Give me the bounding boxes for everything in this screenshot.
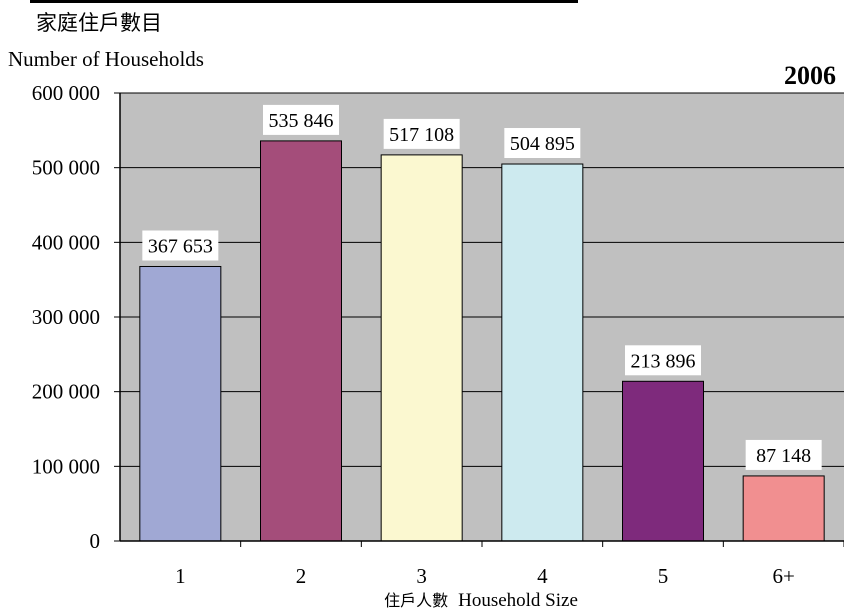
data-label-box bbox=[625, 345, 701, 376]
x-axis-title-zh: 住戶人數 bbox=[384, 591, 448, 610]
chart-title-zh: 家庭住戶數目 bbox=[36, 11, 162, 35]
x-tick-labels: 1 2 3 4 5 6+ bbox=[175, 564, 795, 588]
x-tick-label: 3 bbox=[416, 564, 427, 588]
bar bbox=[260, 140, 342, 542]
data-label: 517 108 bbox=[389, 124, 454, 146]
y-tick-labels: 0 100 000 200 000 300 000 400 000 500 000 600 … bbox=[32, 81, 100, 553]
bar bbox=[380, 154, 463, 542]
data-label-box bbox=[383, 118, 460, 149]
bar bbox=[622, 380, 704, 542]
top-rule bbox=[30, 0, 578, 3]
data-label-box bbox=[504, 128, 581, 159]
bar bbox=[742, 475, 825, 542]
x-tick-label: 4 bbox=[537, 564, 548, 588]
bars bbox=[139, 140, 825, 542]
y-tick-label: 400 000 bbox=[32, 230, 100, 254]
y-axis-title: Number of Households bbox=[8, 47, 204, 71]
year-label: 2006 bbox=[784, 61, 836, 90]
bar bbox=[501, 163, 584, 542]
data-label: 535 846 bbox=[269, 110, 334, 132]
data-label-box bbox=[142, 230, 219, 261]
x-tick-label: 1 bbox=[175, 564, 186, 588]
data-labels: 367 653 535 846 517 108 504 895 213 896 87 14… bbox=[142, 104, 822, 470]
y-tick-label: 600 000 bbox=[32, 81, 100, 105]
data-label: 367 653 bbox=[148, 235, 213, 257]
data-label: 87 148 bbox=[756, 445, 811, 467]
x-tick-label: 2 bbox=[296, 564, 307, 588]
y-tick-label: 100 000 bbox=[32, 454, 100, 478]
x-axis-title-en: Household Size bbox=[458, 590, 578, 610]
data-label-box bbox=[745, 439, 822, 470]
y-tick-label: 500 000 bbox=[32, 156, 100, 180]
x-axis-title: 住戶人數 Household Size bbox=[384, 590, 578, 610]
data-label: 213 896 bbox=[631, 350, 696, 372]
bar bbox=[139, 265, 222, 542]
y-tick-label: 300 000 bbox=[32, 305, 100, 329]
data-label: 504 895 bbox=[510, 133, 575, 155]
x-tick-label: 6+ bbox=[772, 564, 794, 588]
data-label-box bbox=[263, 104, 339, 135]
y-tick-label: 0 bbox=[90, 529, 101, 553]
x-tick-label: 5 bbox=[658, 564, 669, 588]
axes bbox=[114, 92, 844, 547]
gridlines bbox=[120, 92, 844, 467]
y-tick-label: 200 000 bbox=[32, 380, 100, 404]
